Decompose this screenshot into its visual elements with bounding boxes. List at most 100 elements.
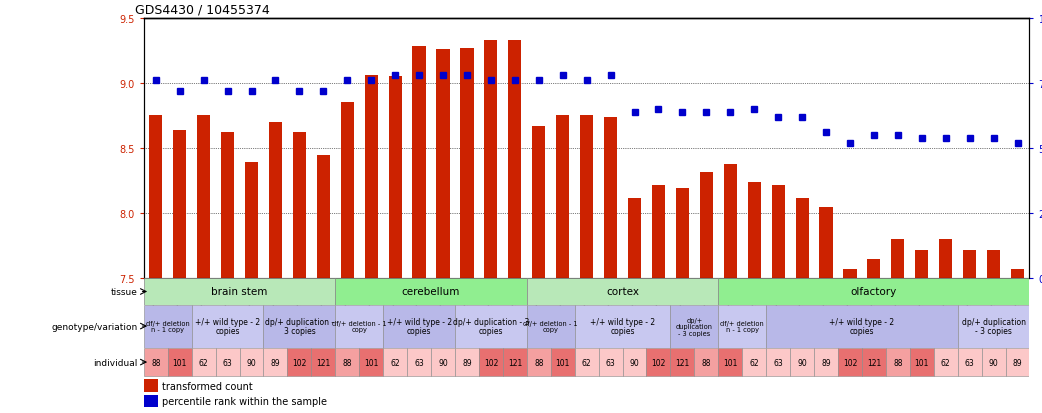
Text: 62: 62: [391, 358, 400, 367]
Bar: [437, 50, 449, 279]
Bar: [264, 305, 336, 348]
Bar: [527, 348, 551, 376]
Bar: [312, 348, 336, 376]
Text: 102: 102: [651, 358, 666, 367]
Text: 89: 89: [1013, 358, 1022, 367]
Text: 62: 62: [199, 358, 208, 367]
Text: 102: 102: [483, 358, 498, 367]
Bar: [676, 189, 689, 279]
Bar: [383, 305, 455, 348]
Text: 90: 90: [438, 358, 448, 367]
Text: 89: 89: [463, 358, 472, 367]
Bar: [891, 240, 904, 279]
Bar: [508, 41, 521, 279]
Bar: [168, 348, 192, 376]
Text: 101: 101: [915, 358, 929, 367]
Text: 63: 63: [605, 358, 616, 367]
Text: dp/+ duplication
- 3 copies: dp/+ duplication - 3 copies: [962, 317, 1025, 336]
Text: 101: 101: [364, 358, 378, 367]
Bar: [771, 185, 785, 279]
Bar: [652, 185, 665, 279]
Bar: [407, 348, 431, 376]
Text: 121: 121: [316, 358, 330, 367]
Bar: [556, 116, 569, 279]
Text: percentile rank within the sample: percentile rank within the sample: [162, 396, 326, 406]
Bar: [718, 279, 1029, 305]
Bar: [264, 348, 288, 376]
Text: df/+ deletion - 1
copy: df/+ deletion - 1 copy: [523, 320, 578, 332]
Bar: [479, 348, 503, 376]
Text: 62: 62: [749, 358, 759, 367]
Text: 62: 62: [941, 358, 950, 367]
Bar: [551, 348, 575, 376]
Text: 90: 90: [989, 358, 998, 367]
Text: 88: 88: [151, 358, 160, 367]
Bar: [192, 348, 216, 376]
Text: dp/+ duplication -
3 copies: dp/+ duplication - 3 copies: [265, 317, 333, 336]
Bar: [987, 250, 1000, 279]
Text: tissue: tissue: [110, 287, 138, 296]
Text: 63: 63: [223, 358, 232, 367]
Bar: [724, 164, 737, 279]
Bar: [598, 348, 622, 376]
Bar: [575, 348, 598, 376]
Bar: [910, 348, 934, 376]
Text: df/+ deletion - 1
copy: df/+ deletion - 1 copy: [332, 320, 387, 332]
Text: 90: 90: [629, 358, 640, 367]
Text: transformed count: transformed count: [162, 381, 252, 391]
Text: +/+ wild type - 2
copies: +/+ wild type - 2 copies: [829, 317, 894, 336]
Bar: [1011, 270, 1024, 279]
Bar: [532, 126, 545, 279]
Text: 121: 121: [867, 358, 882, 367]
Bar: [221, 133, 234, 279]
Text: +/+ wild type - 2
copies: +/+ wild type - 2 copies: [195, 317, 260, 336]
Text: 63: 63: [965, 358, 974, 367]
Text: dp/+
duplication
- 3 copies: dp/+ duplication - 3 copies: [676, 317, 713, 336]
Text: df/+ deletion
n - 1 copy: df/+ deletion n - 1 copy: [146, 320, 190, 332]
Bar: [245, 163, 258, 279]
Bar: [622, 348, 646, 376]
Bar: [958, 348, 982, 376]
Bar: [795, 198, 809, 279]
Text: cerebellum: cerebellum: [402, 287, 461, 297]
Bar: [485, 41, 497, 279]
Text: +/+ wild type - 2
copies: +/+ wild type - 2 copies: [590, 317, 655, 336]
Text: 101: 101: [555, 358, 570, 367]
Bar: [359, 348, 383, 376]
Bar: [144, 279, 336, 305]
Bar: [149, 116, 163, 279]
Text: 102: 102: [843, 358, 858, 367]
Bar: [527, 305, 575, 348]
Bar: [670, 305, 718, 348]
Text: 101: 101: [723, 358, 738, 367]
Bar: [365, 76, 378, 279]
Bar: [963, 250, 976, 279]
Text: olfactory: olfactory: [850, 287, 897, 297]
Bar: [144, 305, 192, 348]
Bar: [742, 348, 766, 376]
Text: df/+ deletion
n - 1 copy: df/+ deletion n - 1 copy: [720, 320, 764, 332]
Text: cortex: cortex: [606, 287, 639, 297]
Bar: [293, 133, 306, 279]
Bar: [604, 117, 617, 279]
Bar: [939, 240, 952, 279]
Bar: [527, 279, 718, 305]
Text: dp/+ duplication - 3
copies: dp/+ duplication - 3 copies: [452, 317, 529, 336]
Bar: [240, 348, 264, 376]
Bar: [461, 48, 473, 279]
Text: 88: 88: [534, 358, 544, 367]
Bar: [336, 279, 527, 305]
Bar: [503, 348, 527, 376]
Text: 63: 63: [773, 358, 783, 367]
Text: GDS4430 / 10455374: GDS4430 / 10455374: [135, 3, 270, 16]
Text: 88: 88: [893, 358, 902, 367]
Bar: [336, 305, 383, 348]
Text: genotype/variation: genotype/variation: [51, 322, 138, 331]
Text: 90: 90: [247, 358, 256, 367]
Bar: [173, 131, 187, 279]
Bar: [790, 348, 814, 376]
Text: 90: 90: [797, 358, 807, 367]
Text: 62: 62: [581, 358, 592, 367]
Bar: [413, 47, 426, 279]
Bar: [1006, 348, 1029, 376]
